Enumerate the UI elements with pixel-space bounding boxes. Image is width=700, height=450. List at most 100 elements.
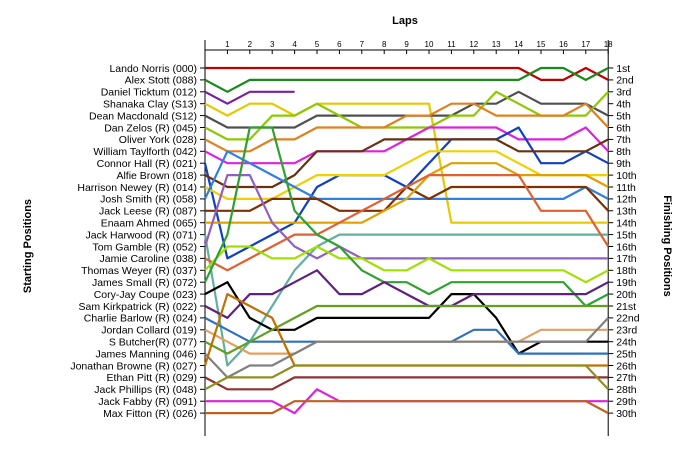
y-axis-right-title: Finishing Positions [661,195,673,296]
lap-tick-label: 2 [248,40,253,49]
y-axis-left-title: Starting Positions [22,199,34,293]
series-line-18 [204,245,609,284]
lap-tick-label: 7 [360,40,365,49]
finish-position-label: 9th [616,158,631,170]
finish-position-label: 15th [616,229,637,241]
series-line-17 [204,174,610,272]
driver-label: S Butcher(R) (077) [109,337,197,349]
lap-tick-label: 16 [559,40,568,49]
driver-label: James Manning (046) [95,348,197,360]
lap-tick-label: 1 [225,40,230,49]
driver-label: Jack Leese (R) (087) [99,206,197,218]
driver-label: Tom Gamble (R) (052) [93,241,197,253]
series-line-24 [204,304,609,355]
series-line-27 [204,376,609,391]
finish-position-label: 17th [616,253,637,265]
series-line-25 [204,317,610,379]
series-line-8 [204,126,610,165]
driver-label: Connor Hall (R) (021) [97,158,197,170]
series-line-10 [204,138,609,189]
driver-label: Lando Norris (000) [109,63,197,75]
driver-label: Dean Macdonald (S12) [89,110,197,122]
finish-position-label: 1st [616,63,630,75]
finish-position-label: 21st [616,301,636,313]
x-axis-title: Laps [392,15,418,27]
finish-position-label: 7th [616,134,631,146]
series-line-4 [204,102,609,224]
series-line-22 [204,316,609,355]
finish-position-label: 20th [616,289,637,301]
driver-label: Alex Stott (088) [125,75,197,87]
driver-label: Sam Kirkpatrick (R) (022) [79,301,197,313]
series-line-15 [203,233,609,367]
finish-position-label: 3rd [616,87,631,99]
lap-tick-label: 15 [537,40,546,49]
series-line-1 [205,66,609,82]
lap-tick-label: 4 [292,40,297,49]
lap-tick-label: 18 [604,40,613,49]
driver-label: James Small (R) (072) [92,277,197,289]
finish-position-label: 29th [616,396,637,408]
driver-label: Harrison Newey (R) (014) [77,182,197,194]
driver-label: Jack Fabby (R) (091) [98,396,197,408]
finish-position-label: 28th [616,384,637,396]
finish-position-label: 23rd [616,325,637,337]
driver-label: Jack Phillips (R) (048) [94,384,197,396]
driver-label: Enaam Ahmed (065) [101,218,197,230]
lap-tick-label: 11 [447,40,456,49]
driver-label: Ethan Pitt (R) (029) [107,372,197,384]
series-line-9 [203,126,609,260]
finish-position-label: 22nd [616,313,640,325]
finish-position-label: 5th [616,110,631,122]
driver-label: Alfie Brown (018) [116,170,197,182]
finish-position-label: 19th [616,277,637,289]
driver-label: Jamie Caroline (038) [100,253,197,265]
finish-position-label: 8th [616,146,631,158]
driver-label: Shanaka Clay (S13) [103,99,197,111]
lap-tick-label: 3 [270,40,275,49]
driver-label: Oliver York (028) [119,134,197,146]
driver-label: Charlie Barlow (R) (024) [84,313,197,325]
finish-position-label: 4th [616,99,631,111]
series-line-30 [205,400,609,415]
finish-position-label: 11th [616,182,636,194]
driver-label: Jordan Collard (019) [101,325,197,337]
driver-label: Jack Harwood (R) (071) [86,229,197,241]
series-line-7 [204,102,610,153]
lap-tick-label: 13 [492,40,501,49]
driver-label: Jonathan Browne (R) (027) [70,360,197,372]
driver-label: Dan Zelos (R) (045) [104,122,197,134]
axes [200,40,614,436]
series-lines [203,66,610,415]
finish-position-label: 2nd [616,75,634,87]
lap-tick-label: 6 [337,40,342,49]
finish-position-label: 27th [616,372,637,384]
lap-tick-label: 14 [514,40,523,49]
series-line-3 [204,90,295,105]
driver-label: Thomas Weyer (R) (037) [81,265,197,277]
series-line-21 [204,269,609,319]
lap-tick-label: 8 [382,40,387,49]
finish-position-label: 26th [616,360,637,372]
finish-position-label: 6th [616,122,631,134]
driver-label: Daniel Ticktum (012) [101,87,197,99]
series-line-16 [203,174,609,260]
finish-position-label: 18th [616,265,637,277]
series-line-2 [204,66,609,93]
lap-tick-label: 5 [315,40,320,49]
lap-tick-label: 9 [404,40,409,49]
finish-position-label: 12th [616,194,637,206]
finish-position-label: 30th [616,408,637,420]
finish-position-label: 13th [616,206,637,218]
finish-position-label: 16th [616,241,637,253]
finish-position-label: 25th [616,348,637,360]
finish-position-label: 14th [616,218,637,230]
series-line-19 [204,126,609,308]
finish-position-label: 24th [616,337,637,349]
driver-label: Josh Smith (R) (058) [100,194,197,206]
lap-tick-label: 17 [581,40,590,49]
series-line-28 [204,364,610,391]
